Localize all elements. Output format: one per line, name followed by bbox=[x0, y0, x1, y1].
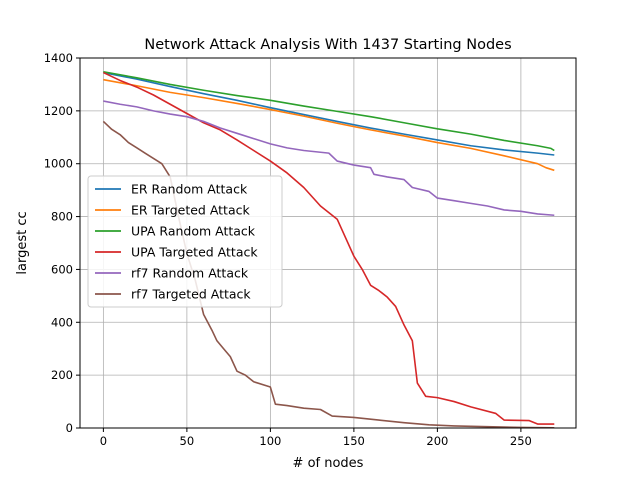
y-tick-label: 200 bbox=[51, 368, 73, 382]
x-tick-label: 250 bbox=[510, 434, 532, 448]
x-tick-label: 0 bbox=[100, 434, 107, 448]
series-line-1 bbox=[103, 78, 555, 172]
y-tick-label: 800 bbox=[51, 210, 73, 224]
y-tick-label: 0 bbox=[66, 421, 73, 435]
series-line-3 bbox=[103, 71, 555, 425]
x-tick-label: 100 bbox=[259, 434, 281, 448]
y-tick-label: 600 bbox=[51, 262, 73, 276]
series-line-0 bbox=[103, 71, 555, 156]
legend-label: UPA Random Attack bbox=[131, 224, 256, 239]
y-tick-label: 1400 bbox=[44, 51, 73, 65]
legend-label: rf7 Random Attack bbox=[131, 266, 249, 281]
y-axis-label: largest cc bbox=[15, 211, 30, 274]
legend-label: rf7 Targeted Attack bbox=[131, 287, 251, 302]
x-axis-label: # of nodes bbox=[293, 456, 364, 471]
series-lines bbox=[102, 70, 555, 429]
axis-ticks: 0 50 100 150 200 250 0 200 400 600 800 1000 1200 1400 bbox=[44, 51, 532, 448]
legend-label: UPA Targeted Attack bbox=[131, 245, 258, 260]
series-line-4 bbox=[103, 100, 555, 217]
series-line-5 bbox=[102, 120, 555, 429]
x-tick-label: 200 bbox=[426, 434, 448, 448]
chart-title: Network Attack Analysis With 1437 Starti… bbox=[144, 37, 511, 53]
series-line-2 bbox=[103, 70, 555, 152]
y-tick-label: 400 bbox=[51, 315, 73, 329]
y-tick-label: 1000 bbox=[44, 157, 73, 171]
y-tick-label: 1200 bbox=[44, 104, 73, 118]
legend-box bbox=[87, 175, 283, 308]
x-tick-label: 150 bbox=[343, 434, 365, 448]
plot-area bbox=[79, 57, 577, 429]
legend-label: ER Targeted Attack bbox=[131, 203, 250, 218]
legend-label: ER Random Attack bbox=[131, 182, 248, 197]
x-tick-label: 50 bbox=[180, 434, 195, 448]
legend: ER Random Attack ER Targeted Attack UPA Ra… bbox=[87, 175, 283, 308]
